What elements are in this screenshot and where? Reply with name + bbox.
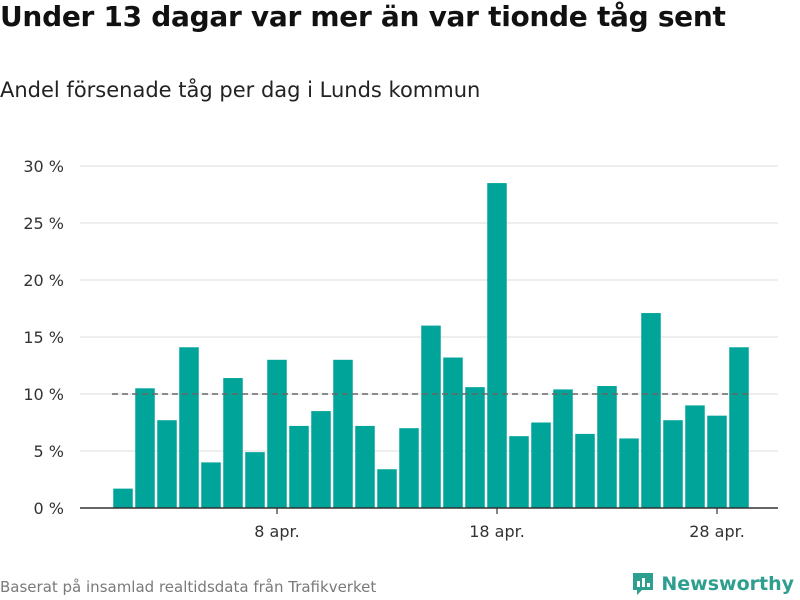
- y-tick-label: 0 %: [34, 499, 64, 518]
- bar: [135, 388, 155, 508]
- bar: [113, 488, 133, 508]
- bar: [267, 359, 287, 508]
- y-tick-label: 25 %: [23, 214, 64, 233]
- bar: [685, 405, 705, 508]
- chart-title: Under 13 dagar var mer än var tionde tåg…: [0, 0, 726, 33]
- brand-logo: Newsworthy: [631, 570, 794, 598]
- bar: [289, 425, 309, 508]
- bar: [531, 422, 551, 508]
- y-tick-label: 5 %: [34, 442, 64, 461]
- y-tick-label: 30 %: [23, 157, 64, 176]
- bar: [333, 359, 353, 508]
- bar: [619, 438, 639, 508]
- bar: [443, 357, 463, 508]
- bar: [223, 378, 243, 508]
- y-tick-label: 20 %: [23, 271, 64, 290]
- bar: [575, 433, 595, 508]
- bar: [421, 325, 441, 508]
- bar: [201, 462, 221, 508]
- bar: [399, 428, 419, 508]
- bar: [355, 425, 375, 508]
- bar: [641, 313, 661, 508]
- bar: [465, 387, 485, 508]
- chart-subtitle: Andel försenade tåg per dag i Lunds komm…: [0, 78, 481, 102]
- brand-name: Newsworthy: [661, 573, 794, 595]
- bar: [487, 183, 507, 508]
- bar: [179, 347, 199, 508]
- x-axis-labels: 8 apr. 18 apr. 28 apr.: [254, 508, 745, 541]
- bars: [113, 183, 749, 508]
- y-axis-labels: 0 % 5 % 10 % 15 % 20 % 25 % 30 %: [23, 157, 64, 518]
- bar: [707, 415, 727, 508]
- x-tick-label: 28 apr.: [689, 522, 745, 541]
- bar: [377, 469, 397, 508]
- x-tick-label: 8 apr.: [254, 522, 299, 541]
- bar: [663, 420, 683, 508]
- bar-chart-logo-icon: [633, 573, 654, 595]
- bar: [245, 452, 265, 508]
- source-note: Baserat på insamlad realtidsdata från Tr…: [0, 578, 377, 596]
- bar: [311, 411, 331, 508]
- bar: [509, 436, 529, 508]
- bar: [597, 386, 617, 508]
- y-tick-label: 10 %: [23, 385, 64, 404]
- y-tick-label: 15 %: [23, 328, 64, 347]
- bar: [729, 347, 749, 508]
- x-tick-label: 18 apr.: [469, 522, 525, 541]
- bar: [553, 389, 573, 508]
- bar: [157, 420, 177, 508]
